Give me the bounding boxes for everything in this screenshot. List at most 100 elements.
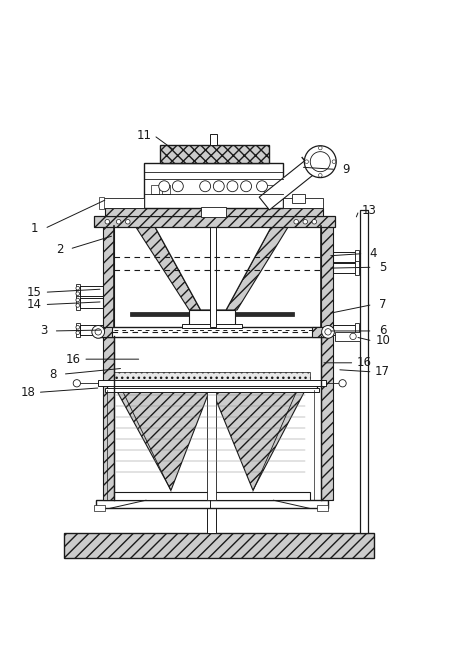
Circle shape	[350, 333, 356, 340]
Polygon shape	[114, 492, 310, 500]
Text: 3: 3	[40, 325, 47, 338]
Polygon shape	[103, 226, 114, 327]
Text: 15: 15	[27, 286, 42, 299]
Polygon shape	[273, 185, 282, 193]
Text: 16: 16	[357, 356, 372, 369]
Polygon shape	[312, 327, 328, 337]
Text: 5: 5	[379, 261, 386, 274]
Text: 1: 1	[31, 222, 38, 235]
Polygon shape	[76, 296, 80, 309]
Circle shape	[319, 174, 322, 177]
Polygon shape	[94, 216, 335, 227]
Circle shape	[92, 325, 105, 338]
Circle shape	[213, 180, 224, 192]
Polygon shape	[333, 263, 356, 273]
Text: 6: 6	[379, 325, 386, 338]
Polygon shape	[103, 198, 144, 208]
Polygon shape	[207, 390, 216, 500]
Polygon shape	[151, 185, 159, 193]
Circle shape	[173, 180, 183, 192]
Polygon shape	[189, 310, 235, 326]
Text: 7: 7	[379, 298, 386, 311]
Polygon shape	[80, 325, 103, 335]
Text: 18: 18	[20, 386, 35, 399]
Polygon shape	[333, 325, 356, 335]
Polygon shape	[317, 505, 328, 511]
Polygon shape	[182, 323, 242, 328]
Circle shape	[339, 380, 346, 387]
Polygon shape	[103, 336, 114, 500]
Polygon shape	[210, 134, 217, 146]
Circle shape	[305, 160, 309, 164]
Polygon shape	[76, 284, 80, 298]
Circle shape	[73, 380, 81, 387]
Circle shape	[310, 152, 330, 172]
Circle shape	[256, 180, 267, 192]
Circle shape	[200, 180, 210, 192]
Text: 11: 11	[136, 129, 151, 142]
Text: 13: 13	[362, 204, 376, 217]
Polygon shape	[283, 198, 323, 208]
Polygon shape	[356, 250, 359, 264]
Circle shape	[117, 219, 121, 224]
Polygon shape	[259, 161, 315, 210]
Polygon shape	[356, 323, 359, 337]
Circle shape	[325, 329, 331, 335]
Circle shape	[227, 180, 238, 192]
Polygon shape	[356, 261, 359, 275]
Polygon shape	[99, 197, 104, 209]
Polygon shape	[144, 162, 283, 208]
Polygon shape	[360, 211, 368, 533]
Text: 17: 17	[375, 366, 390, 378]
Polygon shape	[335, 332, 360, 341]
Text: 9: 9	[342, 163, 350, 176]
Circle shape	[332, 160, 336, 164]
Polygon shape	[226, 227, 288, 310]
Circle shape	[126, 219, 130, 224]
Circle shape	[312, 219, 317, 224]
Polygon shape	[80, 298, 103, 308]
Polygon shape	[105, 388, 319, 393]
Circle shape	[241, 180, 252, 192]
Polygon shape	[64, 533, 374, 558]
Text: 10: 10	[375, 334, 390, 348]
Circle shape	[76, 325, 80, 329]
Polygon shape	[321, 226, 333, 327]
Polygon shape	[96, 500, 328, 509]
Polygon shape	[96, 327, 112, 337]
Circle shape	[95, 329, 101, 335]
Text: 2: 2	[56, 242, 64, 256]
Circle shape	[76, 298, 80, 302]
Polygon shape	[333, 252, 356, 262]
Polygon shape	[312, 327, 328, 337]
Polygon shape	[292, 193, 305, 203]
Circle shape	[76, 292, 80, 295]
Circle shape	[319, 146, 322, 150]
Polygon shape	[114, 372, 310, 390]
Text: 4: 4	[370, 247, 377, 260]
Circle shape	[76, 287, 80, 290]
Polygon shape	[107, 381, 317, 390]
Polygon shape	[98, 380, 326, 386]
Polygon shape	[105, 208, 323, 216]
Circle shape	[105, 219, 109, 224]
Polygon shape	[208, 509, 216, 533]
Circle shape	[322, 325, 334, 338]
Polygon shape	[321, 336, 333, 500]
Polygon shape	[94, 505, 105, 511]
Text: 14: 14	[27, 298, 42, 311]
Polygon shape	[155, 227, 271, 310]
Polygon shape	[210, 199, 216, 327]
Polygon shape	[76, 323, 80, 337]
Polygon shape	[264, 185, 273, 193]
Circle shape	[76, 304, 80, 307]
Text: 16: 16	[66, 353, 81, 366]
Polygon shape	[136, 227, 201, 310]
Polygon shape	[96, 327, 112, 337]
Polygon shape	[96, 327, 328, 337]
Polygon shape	[201, 207, 226, 217]
Polygon shape	[212, 390, 305, 491]
Polygon shape	[162, 185, 170, 193]
Text: 8: 8	[49, 368, 56, 380]
Circle shape	[76, 331, 80, 335]
